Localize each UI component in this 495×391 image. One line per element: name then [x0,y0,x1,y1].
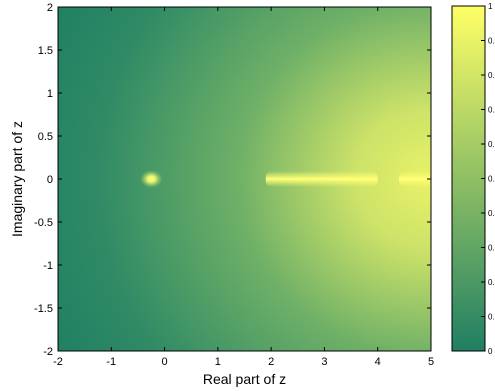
colorbar-tick-label: 1 [488,2,493,11]
y-tick-label: 1 [47,88,53,100]
colorbar-tick-label: 0.9 [488,37,495,46]
bright-spot-0 [139,170,163,188]
x-tick-label: -1 [106,356,116,368]
colorbar-tick-label: 0.8 [488,71,495,80]
x-tick-label: 1 [215,356,221,368]
y-tick-label: -0.5 [34,217,53,229]
colorbar-tick-label: 0.7 [488,106,495,115]
x-tick-label: 5 [428,356,434,368]
colorbar-tick-label: 0.6 [488,140,495,149]
y-tick-label: 2 [47,2,53,14]
colorbar-tick-label: 0.4 [488,209,495,218]
y-axis-label: Imaginary part of z [9,121,25,237]
y-tick-label: -2 [43,346,53,358]
x-tick-label: 2 [268,356,274,368]
x-tick-label: 0 [162,356,168,368]
heatmap-field [58,7,431,351]
x-tick-label: -2 [53,356,63,368]
y-tick-label: 1.5 [38,45,53,57]
y-tick-label: 0 [47,174,53,186]
colorbar-tick-label: 0.1 [488,313,495,322]
bright-segment-2 [399,171,431,187]
y-tick-label: -1.5 [34,303,53,315]
x-tick-label: 3 [321,356,327,368]
y-tick-label: 0.5 [38,131,53,143]
colorbar-tick-label: 0 [488,347,493,356]
colorbar-tick-label: 0.2 [488,278,495,287]
colorbar-tick-label: 0.5 [488,175,495,184]
x-axis-label: Real part of z [203,371,286,387]
y-tick-label: -1 [43,260,53,272]
bright-segment-1 [265,171,378,187]
colorbar-tick-label: 0.3 [488,244,495,253]
colorbar [451,5,486,352]
x-tick-label: 4 [375,356,381,368]
